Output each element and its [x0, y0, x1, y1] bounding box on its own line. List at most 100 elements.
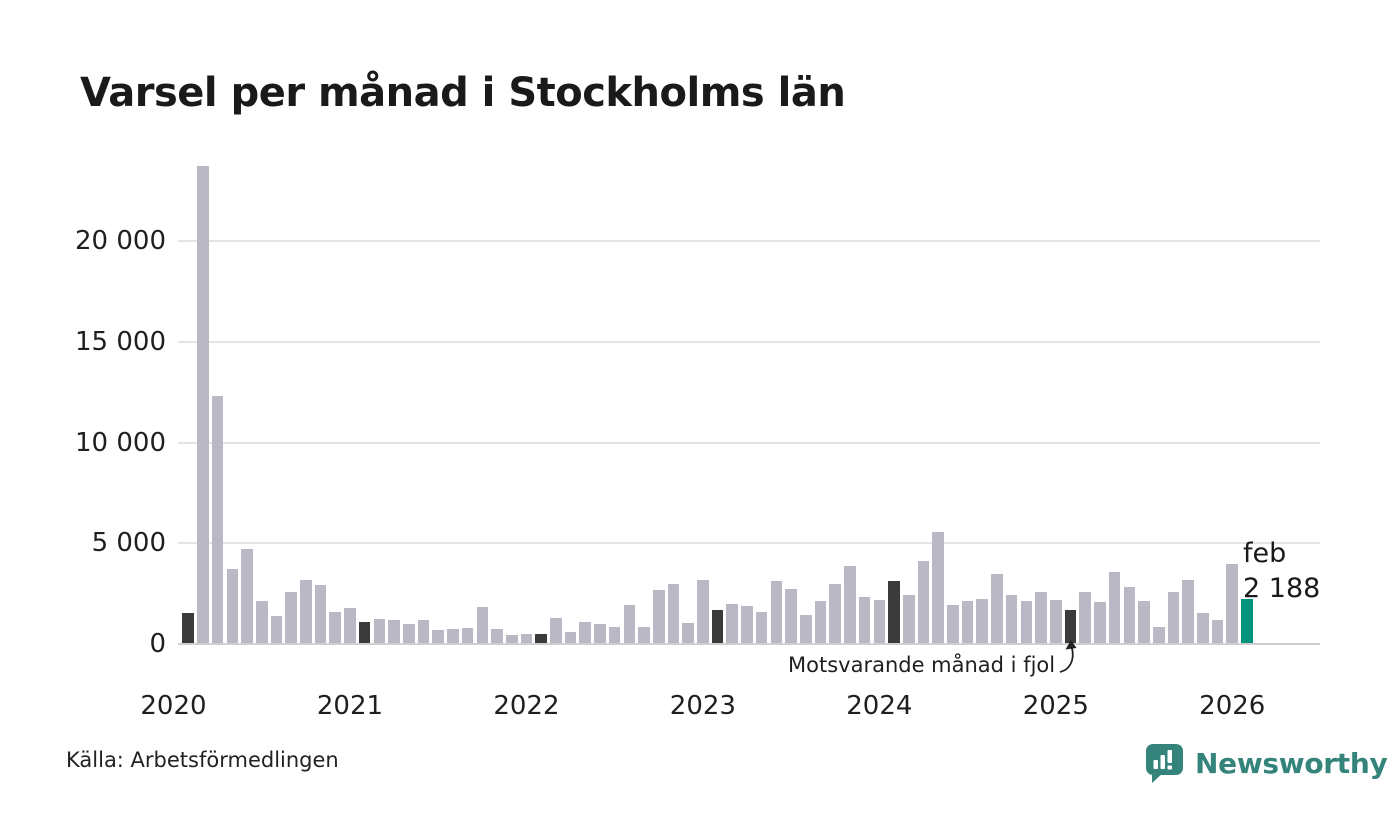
bar-2025-nov	[1197, 612, 1209, 643]
bar-2021-jul	[432, 630, 444, 643]
bar-2020-sep	[285, 591, 297, 643]
y-tick-label: 20 000	[75, 226, 166, 257]
y-gridline	[178, 542, 1320, 545]
x-year-label-2026: 2026	[1199, 691, 1266, 721]
bar-2023-feb	[711, 609, 724, 643]
bar-2024-feb	[888, 581, 900, 643]
bar-2024-nov	[1020, 600, 1033, 643]
bar-2025-mar	[1079, 592, 1091, 643]
annotation-motsvarande: Motsvarande månad i fjol	[788, 653, 1055, 677]
bar-2022-dec	[682, 622, 694, 643]
bar-2020-apr	[211, 396, 224, 643]
bar-2023-aug	[800, 615, 812, 643]
source-note: Källa: Arbetsförmedlingen	[66, 748, 339, 772]
bar-2026-feb	[1241, 598, 1253, 643]
bar-2022-jan	[520, 634, 533, 643]
bar-2022-nov	[667, 584, 680, 643]
bar-2024-apr	[917, 560, 930, 643]
bar-2021-nov	[491, 628, 503, 643]
bar-2023-jan	[697, 580, 709, 643]
bar-2020-nov	[314, 585, 327, 643]
bar-2023-apr	[741, 605, 753, 643]
bar-2022-okt	[652, 589, 665, 643]
y-tick-label: 5 000	[91, 528, 166, 559]
bar-2022-jul	[608, 626, 621, 643]
newsworthy-logo[interactable]: Newsworthy	[1144, 742, 1388, 784]
bar-2022-aug	[623, 605, 636, 643]
bar-2020-okt	[300, 579, 312, 643]
bar-2024-mar	[902, 595, 915, 643]
bar-2026-jan	[1226, 563, 1239, 643]
y-gridline	[178, 240, 1320, 243]
bar-2021-maj	[402, 623, 415, 643]
bar-2020-jun	[241, 548, 253, 643]
bar-2022-sep	[638, 626, 650, 643]
bar-2020-aug	[270, 616, 283, 643]
bar-2022-mar	[550, 617, 562, 643]
bar-2024-jan	[873, 599, 886, 643]
bar-2022-jun	[594, 624, 606, 643]
bar-2025-maj	[1108, 571, 1121, 643]
bar-2020-mar	[197, 165, 209, 643]
bar-2023-mar	[726, 603, 739, 643]
chart-title: Varsel per månad i Stockholms län	[80, 70, 846, 116]
bar-2025-jun	[1123, 587, 1136, 643]
newsworthy-logo-text: Newsworthy	[1195, 746, 1388, 780]
bar-2024-dec	[1035, 592, 1047, 643]
current-month-label: feb	[1243, 538, 1287, 569]
bar-2023-sep	[814, 600, 827, 643]
bar-2020-dec	[329, 611, 342, 643]
bar-2023-dec	[858, 596, 871, 643]
bar-2024-aug	[976, 599, 989, 643]
bar-2023-maj	[755, 611, 768, 643]
x-axis-line	[178, 643, 1320, 645]
y-tick-label: 15 000	[75, 326, 166, 357]
bar-2022-maj	[579, 622, 592, 643]
bar-2024-jun	[947, 604, 959, 643]
y-tick-label: 10 000	[75, 427, 166, 458]
bar-2023-jul	[785, 589, 797, 643]
y-gridline	[178, 340, 1320, 343]
bar-2020-maj	[226, 569, 239, 643]
bar-2021-sep	[461, 627, 474, 643]
bar-2022-apr	[564, 631, 577, 643]
bar-2025-sep	[1167, 591, 1180, 643]
bar-2025-okt	[1182, 579, 1194, 643]
bar-2025-jul	[1138, 600, 1150, 643]
bar-2021-okt	[476, 606, 489, 643]
bar-2021-feb	[358, 622, 371, 643]
bar-2024-sep	[991, 573, 1003, 643]
current-value: 2 188	[1243, 573, 1321, 604]
bar-2025-apr	[1094, 601, 1106, 643]
bar-2025-jan	[1049, 599, 1062, 643]
bar-2025-feb	[1064, 609, 1077, 643]
bar-2024-okt	[1005, 594, 1018, 643]
bar-2021-aug	[447, 629, 459, 643]
bar-2021-jun	[417, 619, 430, 643]
bar-2025-dec	[1211, 620, 1224, 643]
y-tick-label: 0	[149, 629, 166, 659]
x-year-label-2023: 2023	[669, 691, 736, 721]
newsworthy-logo-icon	[1146, 744, 1183, 783]
bar-2022-feb	[535, 633, 547, 643]
bar-2024-maj	[932, 531, 944, 643]
annotation-arrow-icon	[1059, 640, 1077, 673]
bar-2020-feb	[182, 612, 194, 643]
bar-2021-apr	[388, 620, 400, 643]
x-year-label-2022: 2022	[493, 691, 560, 721]
bar-2020-jul	[255, 600, 268, 643]
bar-2021-dec	[505, 634, 518, 643]
bar-2025-aug	[1152, 626, 1165, 643]
current-value-label: feb 2 188	[1243, 536, 1320, 606]
bar-2023-okt	[829, 583, 841, 643]
bar-2023-nov	[844, 566, 856, 643]
bar-2023-jun	[770, 580, 783, 643]
x-year-label-2024: 2024	[846, 691, 913, 721]
bar-2021-jan	[344, 607, 356, 643]
x-year-label-2025: 2025	[1022, 691, 1089, 721]
bar-2024-jul	[961, 600, 974, 643]
y-gridline	[178, 441, 1320, 444]
x-year-label-2020: 2020	[140, 691, 207, 721]
annotation-text: Motsvarande månad i fjol	[788, 653, 1056, 677]
